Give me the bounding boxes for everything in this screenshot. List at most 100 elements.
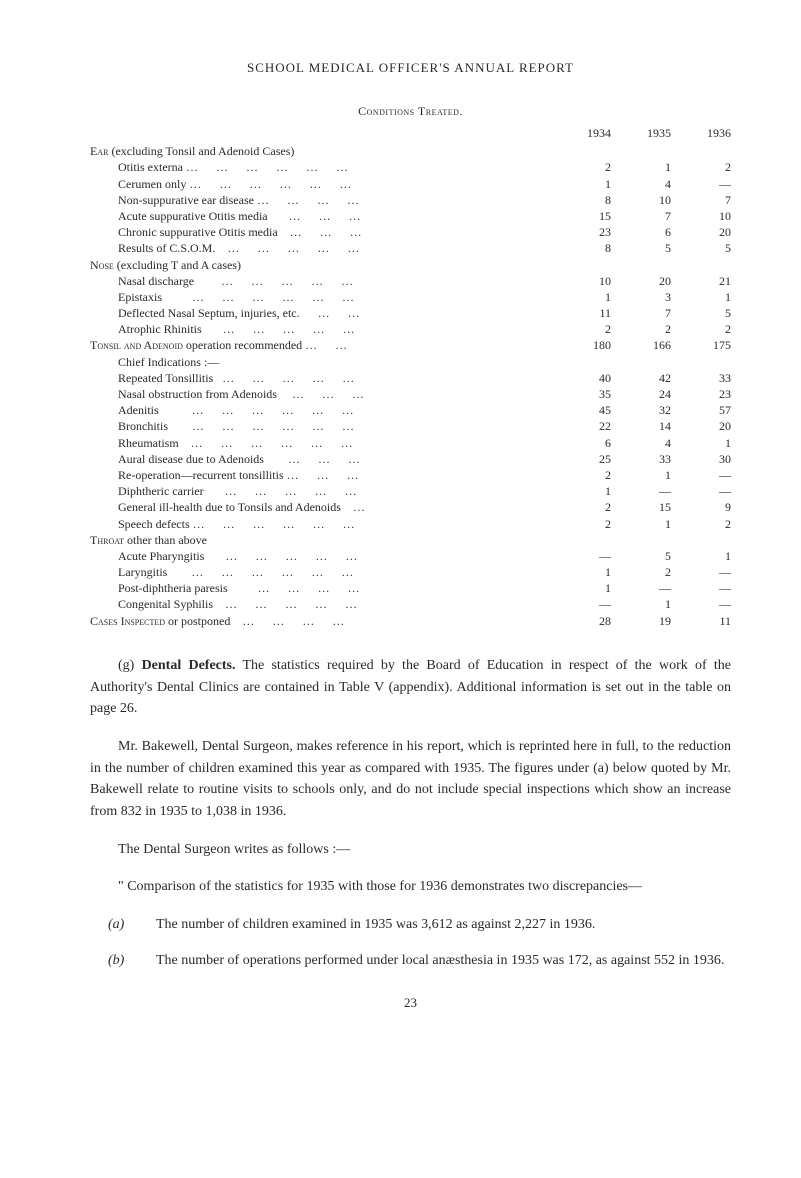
cell: 2	[671, 516, 731, 532]
cell: 1	[671, 548, 731, 564]
cell: —	[671, 580, 731, 596]
table-row: Acute suppurative Otitis media … … …1571…	[90, 208, 731, 224]
cell: 40	[551, 370, 611, 386]
body-text: (g) Dental Defects. The statistics requi…	[90, 655, 731, 972]
discrepancy-list: (a) The number of children examined in 1…	[90, 914, 731, 971]
cell: 5	[671, 240, 731, 256]
cell: 2	[671, 159, 731, 175]
cell: 7	[611, 305, 671, 321]
row-label: Aural disease due to Adenoids … … …	[90, 451, 551, 467]
list-marker-b: (b)	[90, 950, 156, 972]
cell: —	[671, 483, 731, 499]
cell: 180	[551, 337, 611, 353]
cell: 2	[551, 467, 611, 483]
cell: 42	[611, 370, 671, 386]
cell: —	[671, 467, 731, 483]
table-title: Conditions Treated.	[90, 104, 731, 119]
cell: 1	[551, 580, 611, 596]
table-row: Nasal discharge … … … … …102021	[90, 273, 731, 289]
row-label: Results of C.S.O.M. … … … … …	[90, 240, 551, 256]
cell: 11	[551, 305, 611, 321]
cell	[551, 354, 611, 370]
cell: 22	[551, 418, 611, 434]
list-marker-a: (a)	[90, 914, 156, 936]
cell: 4	[611, 176, 671, 192]
cell: 32	[611, 402, 671, 418]
table-row: Aural disease due to Adenoids … … …25333…	[90, 451, 731, 467]
row-label: Otitis externa … … … … … …	[90, 159, 551, 175]
cell: 166	[611, 337, 671, 353]
cell: 1	[551, 176, 611, 192]
table-row: Diphtheric carrier … … … … …1——	[90, 483, 731, 499]
cell	[671, 143, 731, 159]
list-item-b: (b) The number of operations performed u…	[90, 950, 731, 972]
page-header: SCHOOL MEDICAL OFFICER'S ANNUAL REPORT	[90, 60, 731, 76]
cell: 1	[551, 483, 611, 499]
row-label: Diphtheric carrier … … … … …	[90, 483, 551, 499]
cell: 2	[551, 516, 611, 532]
cell: 1	[551, 289, 611, 305]
cell: 30	[671, 451, 731, 467]
cell	[551, 143, 611, 159]
para-bakewell: Mr. Bakewell, Dental Surgeon, makes refe…	[90, 736, 731, 823]
row-label: Nasal obstruction from Adenoids … … …	[90, 386, 551, 402]
cell: 6	[611, 224, 671, 240]
cell: —	[551, 548, 611, 564]
cell: —	[671, 596, 731, 612]
cell: 2	[551, 499, 611, 515]
row-label: Acute Pharyngitis … … … … …	[90, 548, 551, 564]
para-g-marker: (g)	[118, 658, 142, 673]
section-heading: Nose (excluding T and A cases)	[90, 257, 731, 273]
cell: 2	[671, 321, 731, 337]
cell: 23	[671, 386, 731, 402]
cell: 2	[611, 321, 671, 337]
cell: 33	[611, 451, 671, 467]
row-label: Cerumen only … … … … … …	[90, 176, 551, 192]
row-label: Repeated Tonsillitis … … … … …	[90, 370, 551, 386]
cell: 8	[551, 240, 611, 256]
table-row: Chronic suppurative Otitis media … … …23…	[90, 224, 731, 240]
page: SCHOOL MEDICAL OFFICER'S ANNUAL REPORT C…	[0, 0, 801, 1071]
cell	[671, 532, 731, 548]
year-header-row: 1934 1935 1936	[90, 125, 731, 141]
cell: 45	[551, 402, 611, 418]
cell: —	[671, 176, 731, 192]
cell: 1	[611, 596, 671, 612]
table-row: Otitis externa … … … … … …212	[90, 159, 731, 175]
cell: 20	[611, 273, 671, 289]
cell: 1	[671, 435, 731, 451]
cell: 6	[551, 435, 611, 451]
cell: 11	[671, 613, 731, 629]
cell: 175	[671, 337, 731, 353]
table-row: Laryngitis … … … … … …12—	[90, 564, 731, 580]
cell	[611, 257, 671, 273]
row-label: Chronic suppurative Otitis media … … …	[90, 224, 551, 240]
table-row: Post-diphtheria paresis … … … …1——	[90, 580, 731, 596]
cell: 9	[671, 499, 731, 515]
year-col-1934: 1934	[551, 125, 611, 141]
row-label: Congenital Syphilis … … … … …	[90, 596, 551, 612]
row-label: Nasal discharge … … … … …	[90, 273, 551, 289]
cell: 10	[611, 192, 671, 208]
section-heading: Cases Inspected or postponed … … … …2819…	[90, 613, 731, 629]
table-row: Speech defects … … … … … …212	[90, 516, 731, 532]
table-row: Bronchitis … … … … … …221420	[90, 418, 731, 434]
cell: 20	[671, 418, 731, 434]
cell: 14	[611, 418, 671, 434]
row-label: Re-operation—recurrent tonsillitis … … …	[90, 467, 551, 483]
cell	[551, 532, 611, 548]
table-row: General ill-health due to Tonsils and Ad…	[90, 499, 731, 515]
cell: 3	[611, 289, 671, 305]
row-label: Laryngitis … … … … … …	[90, 564, 551, 580]
cell: 23	[551, 224, 611, 240]
cell: 7	[611, 208, 671, 224]
cell: 5	[671, 305, 731, 321]
row-label: Adenitis … … … … … …	[90, 402, 551, 418]
conditions-table: 1934 1935 1936 Ear (excluding Tonsil and…	[90, 125, 731, 629]
cell: 1	[611, 467, 671, 483]
list-body-b: The number of operations performed under…	[156, 950, 731, 972]
cell	[671, 354, 731, 370]
cell: 1	[611, 516, 671, 532]
para-g-bold: Dental Defects.	[142, 658, 236, 673]
cell: 33	[671, 370, 731, 386]
